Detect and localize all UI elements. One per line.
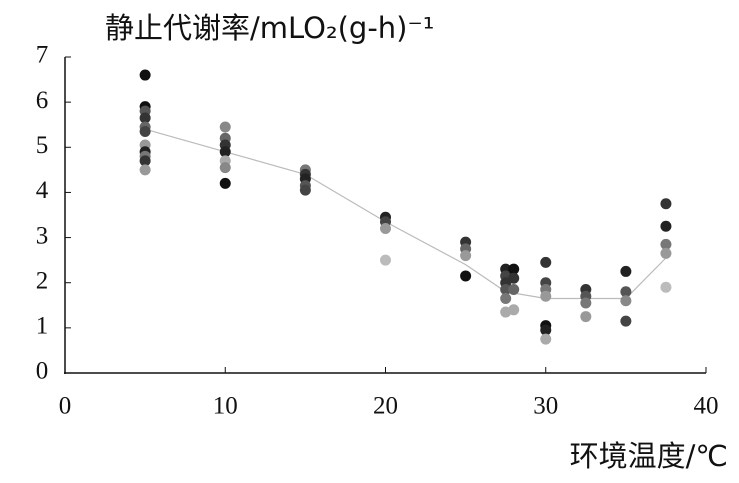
x-tick-label: 40 — [694, 393, 719, 420]
point — [299, 184, 311, 196]
point — [580, 297, 592, 309]
chart-title: 静止代谢率/mLO₂(g-h)⁻¹ — [105, 11, 434, 45]
point — [508, 304, 520, 316]
x-tick-label: 0 — [59, 393, 72, 420]
point — [380, 223, 391, 235]
point — [620, 265, 632, 277]
point — [219, 146, 231, 158]
point — [620, 295, 632, 307]
y-tick-label: 5 — [36, 132, 49, 159]
point — [380, 254, 391, 266]
point — [540, 256, 552, 268]
x-tick-label: 10 — [213, 393, 238, 420]
point — [620, 315, 632, 327]
point — [660, 281, 672, 293]
y-tick-label: 3 — [36, 222, 49, 249]
point — [508, 263, 520, 275]
point — [460, 270, 472, 282]
point — [219, 162, 231, 174]
point — [500, 283, 512, 295]
point — [139, 164, 151, 176]
point — [660, 247, 672, 259]
point — [540, 290, 552, 302]
point — [660, 238, 672, 250]
point — [139, 155, 151, 167]
point — [508, 272, 520, 284]
point — [540, 333, 552, 345]
point — [219, 121, 231, 133]
y-tick-label: 7 — [36, 42, 49, 69]
x-tick-label: 30 — [533, 393, 558, 420]
x-axis-label: 环境温度/℃ — [570, 439, 728, 473]
point — [660, 198, 672, 210]
x-tick-label: 20 — [373, 393, 398, 420]
point — [508, 283, 520, 295]
y-tick-label: 4 — [36, 177, 49, 204]
point — [580, 311, 592, 323]
point — [139, 125, 151, 137]
point — [139, 112, 151, 124]
point — [219, 177, 231, 189]
point — [460, 250, 472, 262]
y-tick-label: 0 — [36, 358, 49, 385]
y-tick-label: 6 — [36, 87, 49, 114]
point — [620, 286, 632, 298]
point — [500, 293, 512, 305]
y-tick-label: 2 — [36, 267, 49, 294]
mean-line — [144, 128, 667, 300]
point — [540, 324, 552, 336]
point — [139, 69, 151, 81]
point — [660, 220, 672, 232]
y-tick-label: 1 — [36, 313, 49, 340]
